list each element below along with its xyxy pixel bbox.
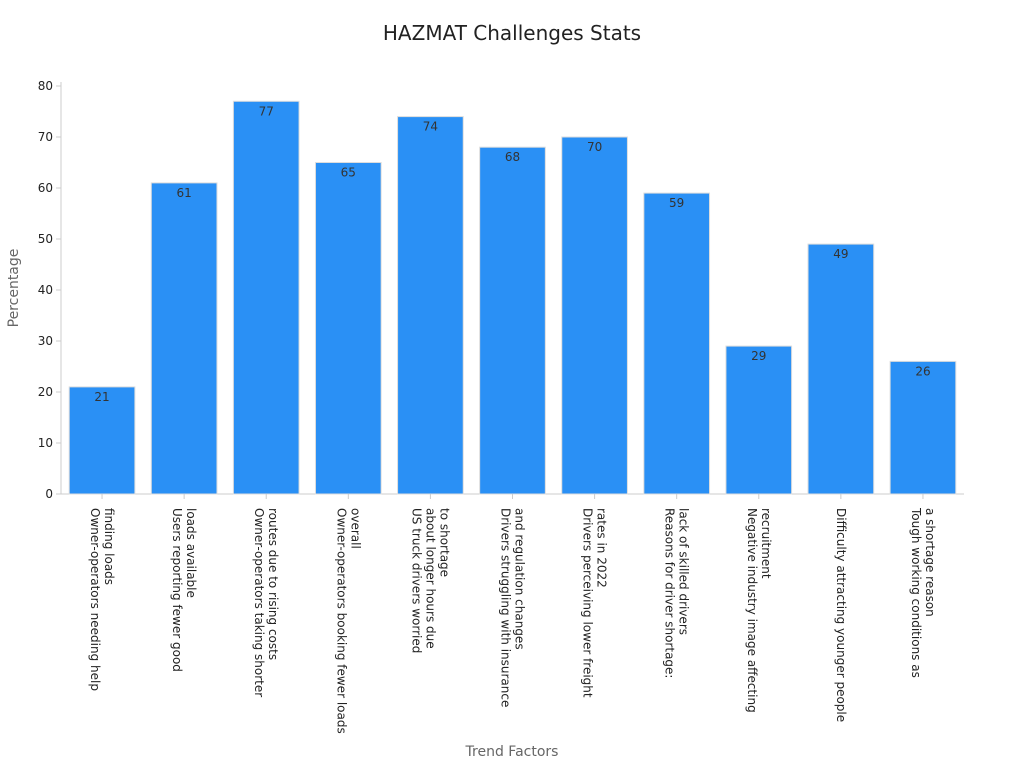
category-label: US truck drivers worried about longer hou… [409, 508, 451, 653]
data-label: 59 [669, 196, 684, 210]
category-labels-group: Owner-operators needing help finding load… [88, 494, 937, 734]
bar [807, 243, 875, 495]
category-label-line: Drivers struggling with insurance [499, 508, 513, 707]
category-label: Users reporting fewer good loads availabl… [170, 508, 198, 672]
category-label-line: loads available [184, 508, 198, 598]
y-axis-ticks: 0 10 20 30 40 50 60 70 80 [38, 79, 61, 501]
bar [561, 136, 628, 495]
category-label-line: and regulation changes [513, 508, 527, 650]
category-label-line: US truck drivers worried [409, 508, 423, 653]
category-label-line: routes due to rising costs [266, 508, 280, 660]
category-label: Owner-operators needing help finding load… [88, 508, 116, 691]
data-label: 49 [833, 247, 848, 261]
category-label-line: finding loads [102, 508, 116, 585]
data-label: 29 [751, 349, 766, 363]
data-label: 74 [423, 120, 438, 134]
category-label: Tough working conditions as a shortage re… [909, 507, 937, 678]
category-label-line: Drivers perceiving lower freight [581, 508, 595, 698]
category-label-line: rates in 2022 [595, 508, 609, 588]
data-label: 65 [341, 166, 356, 180]
category-label: Drivers perceiving lower freight rates in… [581, 508, 609, 698]
y-tick-label: 10 [38, 436, 53, 450]
bar [889, 360, 957, 495]
data-label: 77 [259, 104, 274, 118]
category-label-line: recruitment [759, 508, 773, 579]
bar [397, 116, 464, 495]
y-axis-title: Percentage [6, 249, 22, 328]
y-tick-label: 60 [38, 181, 53, 195]
category-label-line: Tough working conditions as [909, 507, 923, 678]
category-label-line: Negative industry image affecting [745, 508, 759, 713]
bar [150, 182, 218, 495]
category-label: Reasons for driver shortage: lack of skil… [663, 508, 691, 678]
category-label-line: Difficulty attracting younger people [834, 508, 848, 722]
bar [68, 386, 136, 495]
y-tick-label: 70 [38, 130, 53, 144]
data-label: 70 [587, 140, 602, 154]
y-tick-label: 20 [38, 385, 53, 399]
y-tick-label: 40 [38, 283, 53, 297]
data-label: 61 [176, 186, 191, 200]
bars-group [68, 100, 957, 495]
category-label: Negative industry image affecting recruit… [745, 508, 773, 713]
category-label-line: lack of skilled drivers [677, 508, 691, 635]
category-label-line: Owner-operators needing help [88, 508, 102, 691]
y-tick-label: 30 [38, 334, 53, 348]
x-axis-title: Trend Factors [465, 744, 559, 760]
data-label: 26 [915, 364, 930, 378]
bar [479, 146, 546, 495]
y-tick-label: 50 [38, 232, 53, 246]
bar [643, 192, 711, 495]
chart-title: HAZMAT Challenges Stats [383, 21, 641, 45]
category-label-line: Users reporting fewer good [170, 508, 184, 672]
category-label-line: overall [348, 508, 362, 549]
category-label-line: Owner-operators booking fewer loads [334, 508, 348, 734]
data-label: 68 [505, 150, 520, 164]
category-label: Drivers struggling with insurance and reg… [499, 508, 527, 707]
bar [725, 345, 793, 495]
data-labels-group: 21 61 77 65 74 68 70 59 29 49 26 [94, 104, 930, 404]
category-label-line: to shortage [437, 508, 451, 577]
category-label: Owner-operators booking fewer loads overa… [334, 508, 362, 734]
bar [232, 100, 300, 495]
category-label: Owner-operators taking shorter routes due… [252, 508, 280, 697]
bar [314, 162, 382, 495]
category-label-line: about longer hours due [423, 508, 437, 649]
data-label: 21 [94, 390, 109, 404]
y-tick-label: 80 [38, 79, 53, 93]
y-tick-label: 0 [45, 487, 53, 501]
category-label-line: Reasons for driver shortage: [663, 508, 677, 678]
category-label-line: a shortage reason [923, 508, 937, 617]
category-label: Difficulty attracting younger people [834, 508, 848, 722]
category-label-line: Owner-operators taking shorter [252, 508, 266, 697]
